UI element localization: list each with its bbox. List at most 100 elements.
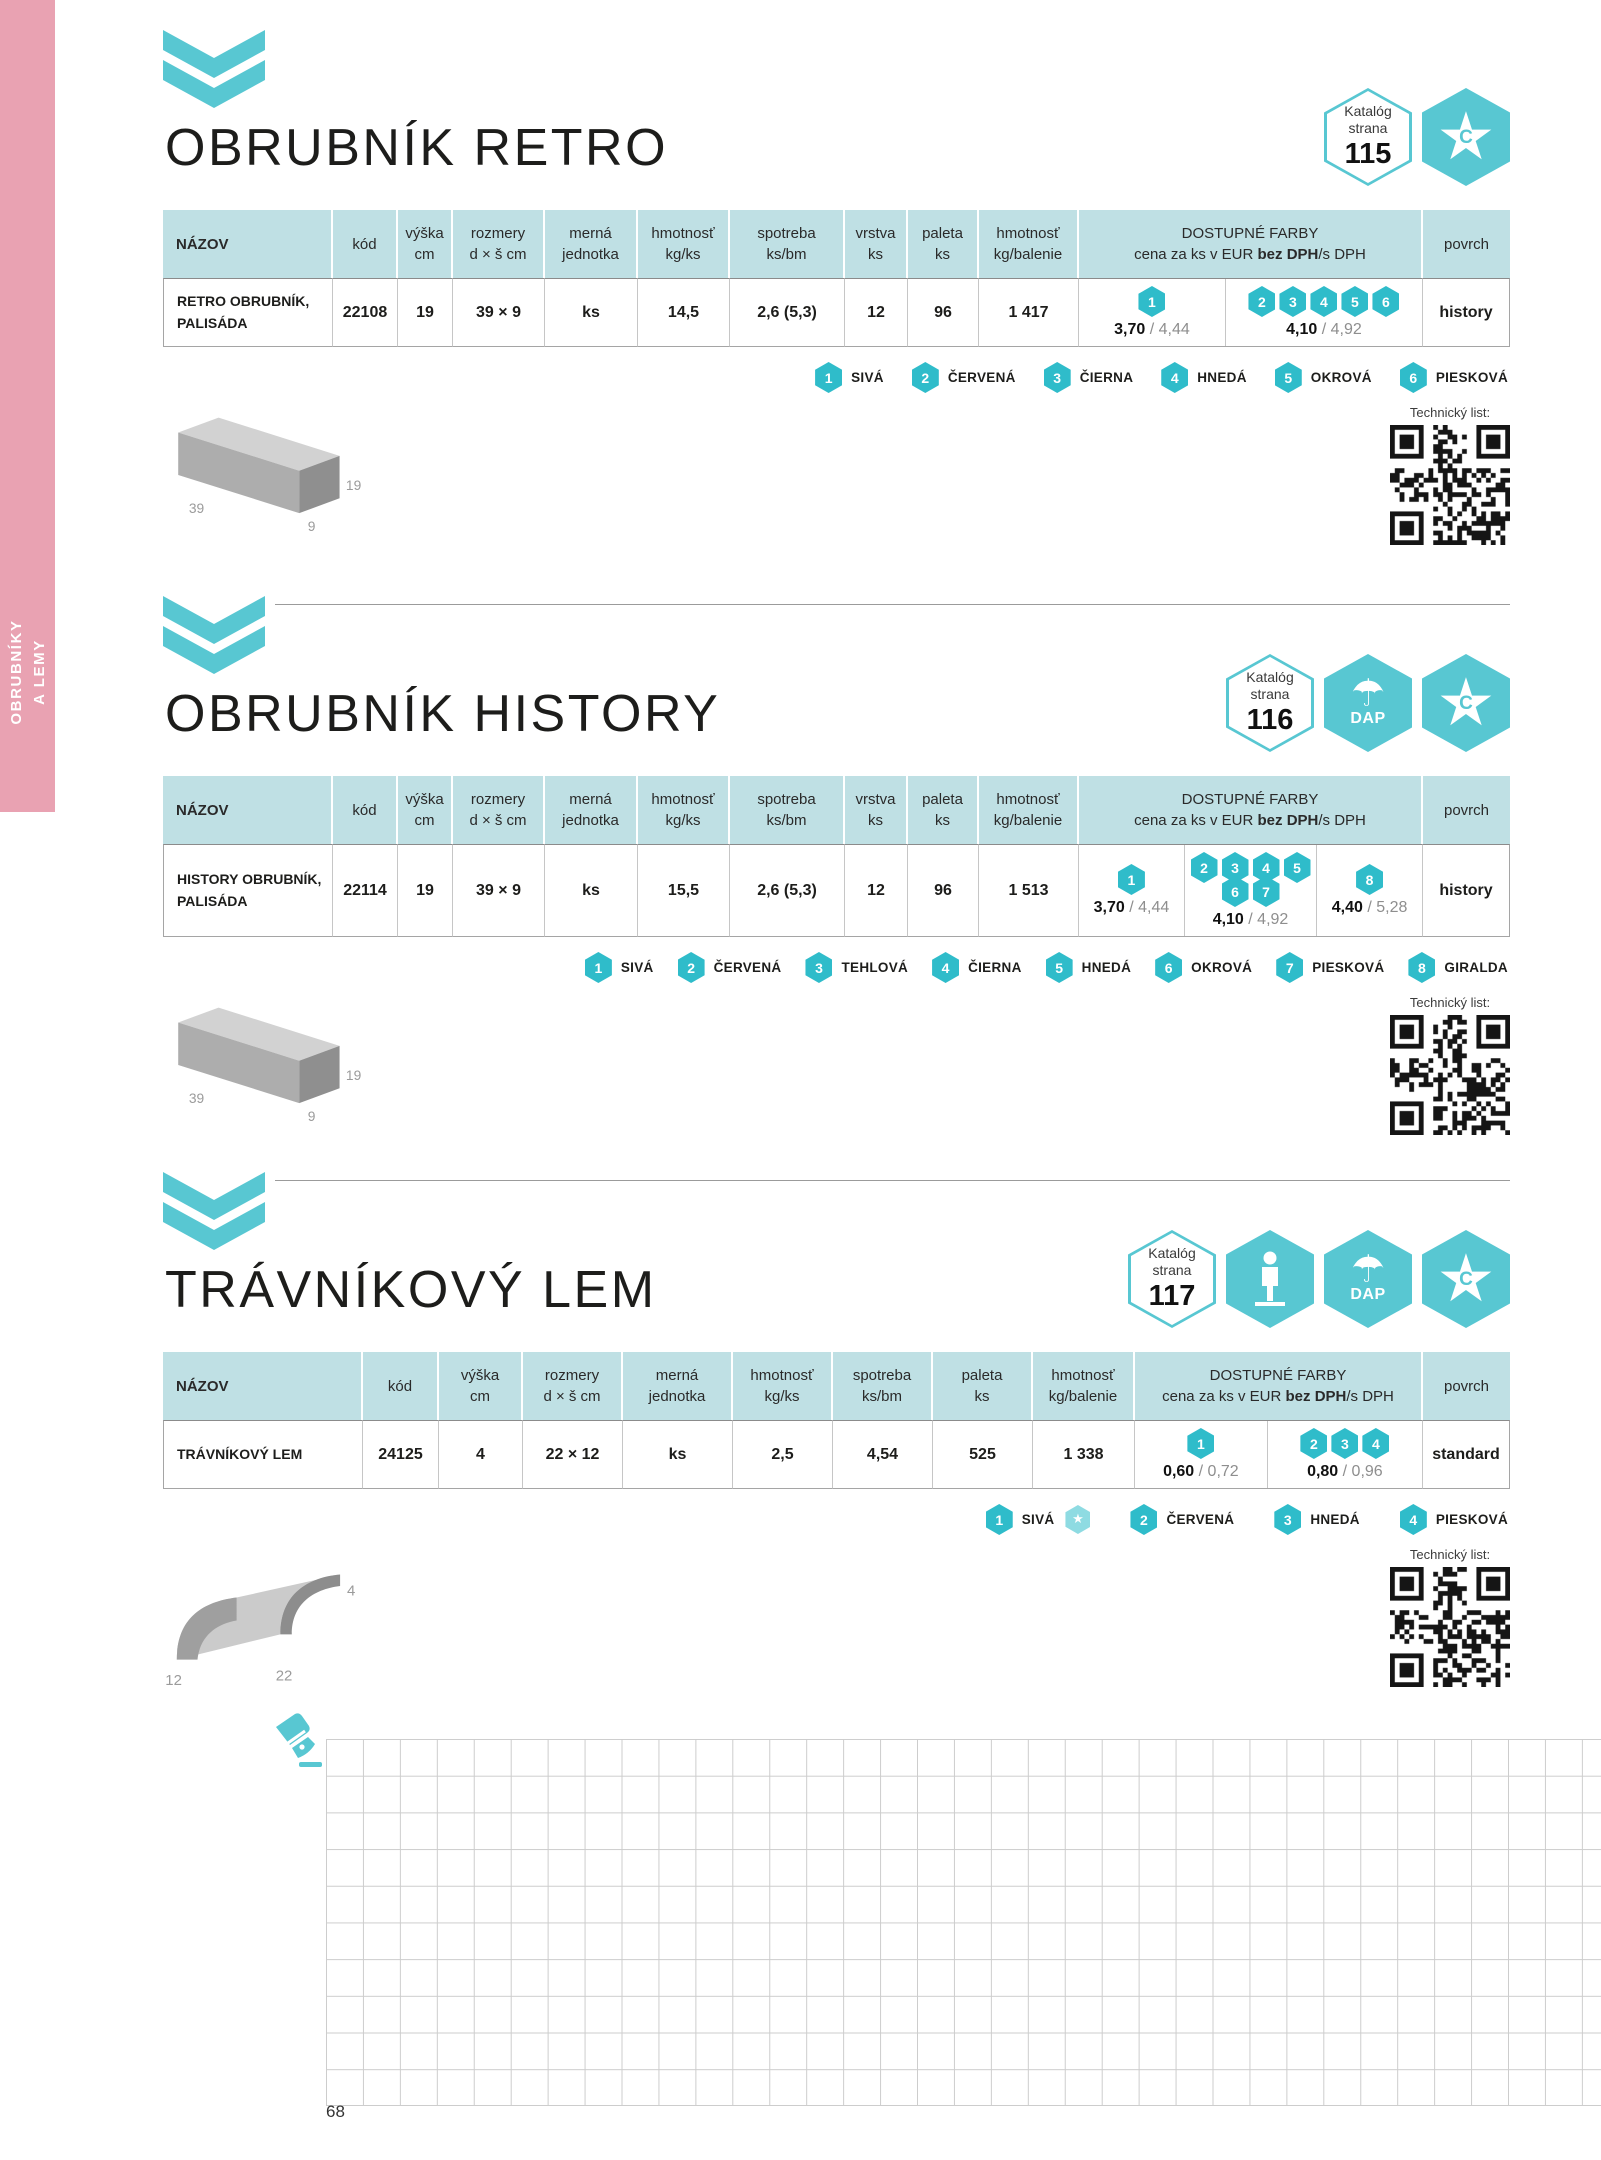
column-header: paleta ks [908, 776, 979, 844]
chevron-down-icon [163, 1172, 265, 1250]
tech-sheet-block: Technický list: [1390, 995, 1510, 1135]
price-separator: / [1338, 1463, 1352, 1480]
dim-height-label: 19 [346, 478, 362, 493]
column-header: NÁZOV [163, 1352, 363, 1420]
header-line: kg/balenie [993, 812, 1063, 829]
color-legend-item: 3 TEHLOVÁ [805, 952, 908, 983]
column-header: kód [363, 1352, 439, 1420]
price-with-vat: 5,28 [1376, 899, 1408, 916]
value-cell: 1 417 [979, 278, 1079, 347]
header-line: ks [868, 812, 883, 829]
color-number-hex: 1 [1138, 286, 1166, 317]
color-number-hex: 7 [1252, 876, 1280, 907]
product-drawing-brick: 19 39 9 [178, 1007, 362, 1124]
header-line: cm [470, 1388, 490, 1405]
color-name: PIESKOVÁ [1435, 370, 1508, 385]
price-group: 2 3 4 0,80 / 0,96 [1266, 1421, 1422, 1488]
column-header: povrch [1423, 776, 1510, 844]
header-line: NÁZOV [176, 235, 229, 253]
star-icon: ★ [1436, 664, 1496, 741]
prices-cell: 1 0,60 / 0,72 2 3 4 0,80 / 0,96 [1135, 1420, 1423, 1489]
header-line: kg/ks [665, 246, 701, 263]
color-legend-item: 3 HNEDÁ [1274, 1504, 1360, 1535]
header-line: hmotnosť [996, 791, 1060, 808]
price-without-vat: 4,10 [1286, 321, 1318, 338]
header-line: merná [655, 1367, 699, 1384]
color-number-hex: 5 [1283, 852, 1311, 883]
column-header: NÁZOV [163, 210, 333, 278]
value-cell: 96 [908, 278, 979, 347]
column-header: povrch [1423, 1352, 1510, 1420]
header-line: jednotka [648, 1388, 706, 1405]
dim-length-label: 39 [189, 501, 205, 516]
value-cell: 22114 [333, 844, 398, 937]
header-line: rozmery [544, 1367, 600, 1384]
header-line: kg/balenie [1048, 1388, 1118, 1405]
catalog-badge-inner: Katalóg strana 117 [1131, 1233, 1213, 1325]
dim-width-label: 12 [165, 1672, 182, 1689]
color-legend-item: 4 ČIERNA [932, 952, 1022, 983]
column-header: spotreba ks/bm [730, 210, 845, 278]
header-line: jednotka [562, 812, 619, 829]
hex-row: 1 [1138, 286, 1166, 317]
column-header: vrstva ks [845, 210, 908, 278]
catalog-page-badge: Katalóg strana 115 [1324, 88, 1412, 186]
color-number-hex: 3 [1274, 1504, 1302, 1535]
column-header: DOSTUPNÉ FARBY cena za ks v EUR bez DPH/s… [1079, 776, 1423, 844]
color-number-hex: 4 [1310, 286, 1338, 317]
farby-header-line1: DOSTUPNÉ FARBY [1209, 1367, 1347, 1384]
color-number-hex: 3 [1331, 1428, 1359, 1459]
price-separator: / [1194, 1463, 1208, 1480]
header-line: kg/ks [665, 812, 701, 829]
surface-cell: history [1423, 278, 1510, 347]
column-header: paleta ks [933, 1352, 1033, 1420]
column-header: spotreba ks/bm [730, 776, 845, 844]
value-cell: ks [623, 1420, 733, 1489]
dim-length-label: 22 [276, 1667, 293, 1684]
catalog-word-2: strana [1348, 119, 1388, 136]
farby-header-bold: bez DPH [1257, 812, 1319, 829]
color-name: OKROVÁ [1310, 370, 1372, 385]
price-without-vat: 0,60 [1163, 1463, 1195, 1480]
category-label: OBRUBNÍKY A LEMY [5, 619, 52, 724]
color-name: SIVÁ [620, 960, 654, 975]
color-legend-item: 8 GIRALDA [1408, 952, 1508, 983]
new-star-icon: ★ [1065, 1505, 1091, 1534]
section-divider [275, 604, 1510, 605]
color-legend-item: 6 OKROVÁ [1155, 952, 1252, 983]
value-cell: 525 [933, 1420, 1033, 1489]
product-name-cell: RETRO OBRUBNÍK, PALISÁDA [163, 278, 333, 347]
price-line: 0,60 / 0,72 [1163, 1463, 1239, 1481]
color-name: OKROVÁ [1191, 960, 1253, 975]
umbrella-icon: ☂ [1350, 671, 1386, 715]
price-separator: / [1243, 911, 1258, 928]
color-number-hex: 2 [1300, 1428, 1328, 1459]
header-line: d × š cm [469, 812, 527, 829]
header-line: paleta [922, 225, 963, 242]
color-number-hex: 7 [1276, 952, 1304, 983]
value-cell: 2,5 [733, 1420, 833, 1489]
color-name: HNEDÁ [1310, 1512, 1360, 1527]
surface-cell: history [1423, 844, 1510, 937]
header-line: vrstva [855, 225, 896, 242]
color-number-hex: 6 [1155, 952, 1183, 983]
value-cell: 2,6 (5,3) [730, 278, 845, 347]
color-legend-item: 5 OKROVÁ [1274, 362, 1372, 393]
header-line: ks [935, 246, 950, 263]
color-number-hex: 8 [1356, 864, 1384, 895]
catalog-word-2: strana [1250, 685, 1290, 702]
color-number-hex: 1 [985, 1504, 1013, 1535]
header-line: hmotnosť [651, 225, 715, 242]
header-line: spotreba [757, 225, 816, 242]
category-label-line1: OBRUBNÍKY [7, 619, 25, 725]
table-header-row: NÁZOV kód výška cm rozmery d × š cm merná jedno… [163, 1352, 1510, 1420]
catalog-word-1: Katalóg [1344, 102, 1392, 119]
value-cell: 22 × 12 [523, 1420, 623, 1489]
section-obrubnik-retro: Katalóg strana 115 ★ C OBRUBNÍK RETRO NÁZOV k… [163, 30, 1510, 545]
price-group: 1 3,70 / 4,44 [1079, 279, 1225, 346]
value-cell: 19 [398, 844, 453, 937]
certified-star-badge: ★ C [1422, 1230, 1510, 1328]
